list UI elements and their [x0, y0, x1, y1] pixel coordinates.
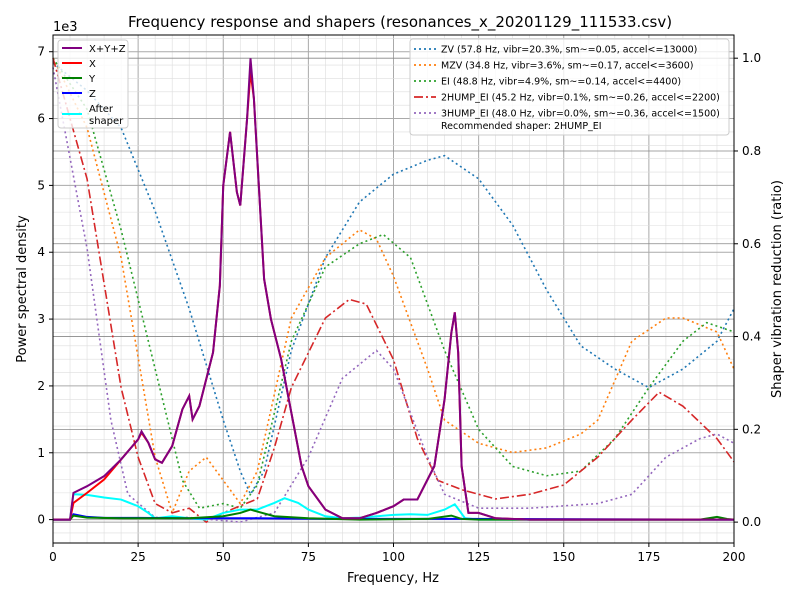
legend-label: shaper	[89, 116, 124, 127]
legend-box	[409, 38, 730, 136]
shaper-line-3hump_ei	[52, 67, 735, 523]
shaper-legend: ZV (57.8 Hz, vibr=20.3%, sm~=0.05, accel…	[409, 38, 730, 136]
y-tick-label: 1	[37, 446, 45, 460]
legend-label: Y	[88, 74, 96, 85]
shaper-line-zv	[52, 62, 735, 497]
y-tick-label: 4	[37, 245, 45, 259]
y2-tick-label: 1.0	[742, 51, 761, 65]
legend-label: 3HUMP_EI (48.0 Hz, vibr=0.0%, sm~=0.36, …	[441, 109, 720, 120]
legend-label: X	[89, 59, 96, 70]
shaper-line-2hump_ei	[52, 57, 735, 524]
legend-label: 2HUMP_EI (45.2 Hz, vibr=0.1%, sm~=0.26, …	[441, 93, 720, 104]
legend-label: MZV (34.8 Hz, vibr=3.6%, sm~=0.17, accel…	[441, 61, 693, 72]
y-tick-label: 5	[37, 178, 45, 192]
y-offset-label: 1e3	[53, 20, 78, 35]
x-tick-label: 0	[49, 550, 57, 564]
recommended-shaper-label: Recommended shaper: 2HUMP_EI	[441, 121, 602, 132]
y-tick-label: 2	[37, 379, 45, 393]
x-tick-label: 175	[637, 550, 660, 564]
y2-tick-label: 0.6	[742, 237, 761, 251]
x-tick-label: 50	[216, 550, 231, 564]
x-tick-label: 200	[723, 550, 746, 564]
y2-axis-label: Shaper vibration reduction (ratio)	[770, 180, 785, 398]
y-tick-label: 0	[37, 513, 45, 527]
y2-tick-label: 0.4	[742, 330, 761, 344]
y-axis-label: Power spectral density	[15, 215, 30, 363]
y2-tick-label: 0.8	[742, 144, 761, 158]
chart-title: Frequency response and shapers (resonanc…	[128, 13, 672, 32]
y-tick-label: 6	[37, 112, 45, 126]
ticks: 0 25 50 75 100 125 150 175 200 0 1 2 3 4 5 6 7 0.0 0.2 0.4 0…	[37, 45, 761, 564]
psd-line-x-y-z	[53, 58, 734, 521]
x-tick-label: 25	[130, 550, 145, 564]
legend-label: Z	[89, 89, 96, 100]
legend-label: X+Y+Z	[89, 44, 126, 55]
y-tick-label: 3	[37, 312, 45, 326]
x-axis-label: Frequency, Hz	[347, 571, 439, 586]
series-lines	[52, 57, 735, 524]
y2-tick-label: 0.0	[742, 515, 761, 529]
shaper-line-ei	[52, 57, 735, 510]
psd-line-after-shaper	[53, 493, 734, 521]
legend-label: ZV (57.8 Hz, vibr=20.3%, sm~=0.05, accel…	[441, 45, 697, 56]
x-tick-label: 150	[552, 550, 575, 564]
y-tick-label: 7	[37, 45, 45, 59]
y2-tick-label: 0.2	[742, 422, 761, 436]
x-tick-label: 100	[382, 550, 405, 564]
legend-label: EI (48.8 Hz, vibr=4.9%, sm~=0.14, accel<…	[441, 77, 681, 88]
x-tick-label: 125	[467, 550, 490, 564]
legend-label: After	[89, 104, 114, 115]
x-tick-label: 75	[301, 550, 316, 564]
